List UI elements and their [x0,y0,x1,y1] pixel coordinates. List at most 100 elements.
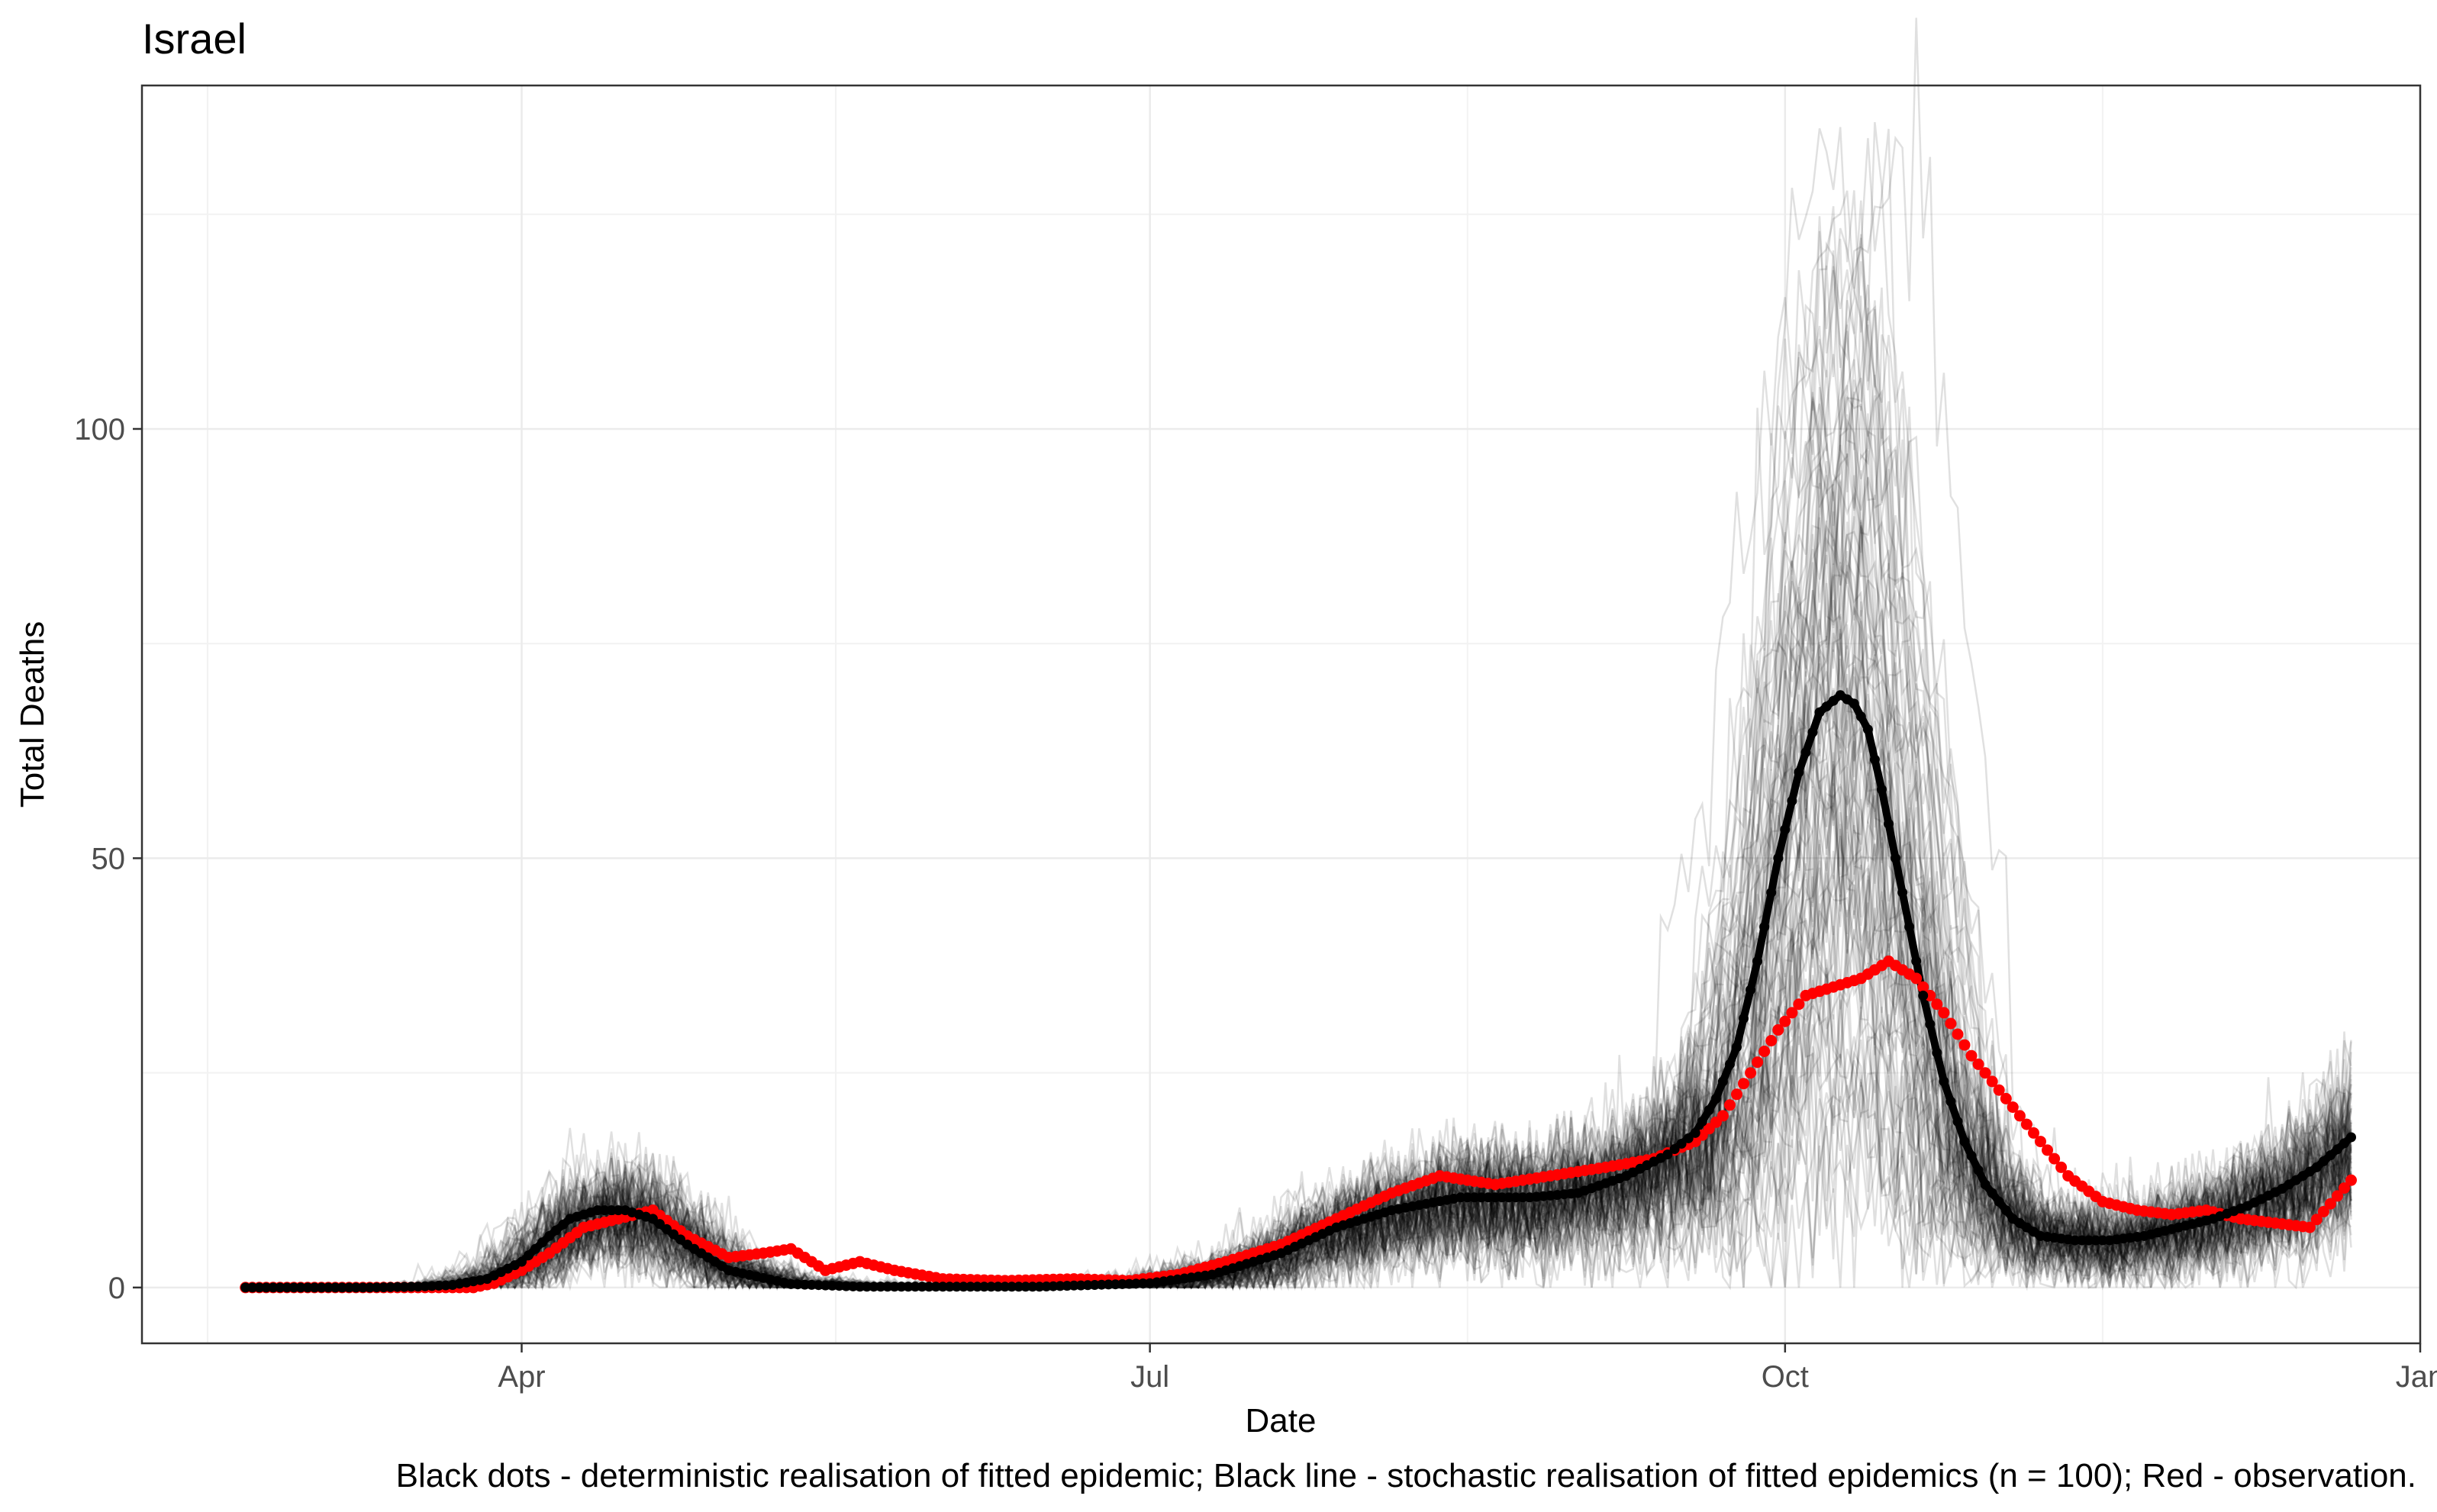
deterministic-point [1662,1149,1673,1159]
deterministic-point [268,1282,279,1293]
deterministic-point [1862,724,1873,735]
deterministic-point [592,1205,603,1216]
deterministic-point [1759,921,1770,932]
deterministic-point [896,1281,907,1292]
deterministic-point [1007,1281,1017,1292]
deterministic-point [240,1282,251,1293]
deterministic-point [1034,1281,1045,1292]
observation-point [2339,1182,2350,1194]
deterministic-point [1891,853,1900,863]
stochastic-run-line [245,190,2352,1291]
deterministic-point [302,1282,313,1293]
stochastic-run-line [245,891,2352,1289]
observation-point [1793,998,1805,1011]
observation-point [1717,1110,1729,1122]
deterministic-point [1504,1192,1514,1203]
deterministic-point [2000,1205,2011,1216]
deterministic-point [1897,887,1908,898]
deterministic-point [1690,1127,1700,1138]
deterministic-point [654,1219,665,1230]
deterministic-point [2332,1144,2342,1155]
deterministic-point [517,1256,527,1267]
observation-point [1772,1024,1784,1036]
observation-point [2303,1221,2316,1233]
observation-point [2042,1144,2053,1156]
deterministic-point [1000,1281,1011,1292]
deterministic-point [1517,1192,1528,1203]
deterministic-point [965,1281,975,1292]
deterministic-point [1925,1019,1936,1030]
deterministic-point [2318,1156,2329,1166]
x-axis: Apr Jul Oct Jan [498,1343,2437,1394]
deterministic-point [841,1281,852,1291]
deterministic-point [986,1281,997,1292]
series-layer [240,690,2357,1294]
chart-title: Israel [142,15,247,63]
stochastic-run-line [245,369,2352,1290]
deterministic-point [1717,1076,1728,1087]
observation-point [2007,1101,2019,1114]
stochastic-run-line [245,526,2352,1291]
deterministic-point [1497,1192,1507,1203]
stochastic-run-line [245,633,2352,1291]
observation-point [1924,989,1936,1001]
deterministic-point [1014,1281,1024,1292]
deterministic-point [1780,824,1791,835]
deterministic-point [2097,1235,2108,1246]
deterministic-point [855,1281,866,1292]
deterministic-point [1027,1281,1038,1292]
deterministic-point [1994,1196,2004,1207]
deterministic-point [1455,1192,1466,1203]
deterministic-point [1476,1192,1487,1203]
stochastic-run-line [245,990,2352,1291]
deterministic-point [1966,1150,1977,1161]
observation-point [1752,1056,1764,1069]
deterministic-point [1918,990,1929,1001]
deterministic-point [316,1282,327,1293]
deterministic-point [647,1214,658,1224]
observation-point [2020,1118,2032,1130]
observation-point [1938,1007,1950,1019]
deterministic-point [792,1279,803,1290]
deterministic-point [882,1281,893,1292]
deterministic-point [889,1281,900,1292]
deterministic-point [1739,1013,1749,1024]
observation-point [1786,1007,1798,1019]
deterministic-point [1683,1133,1694,1143]
stochastic-run-line [245,587,2352,1291]
deterministic-point [1096,1279,1107,1290]
deterministic-point [1911,956,1922,966]
chart-caption: Black dots - deterministic realisation o… [396,1457,2416,1494]
plot-border [140,84,2422,1345]
deterministic-point [1849,698,1859,709]
x-tick-label: Oct [1762,1360,1809,1394]
x-tick-label: Jan [2396,1360,2437,1394]
observation-point [1958,1039,1971,1051]
deterministic-point [1814,707,1825,717]
deterministic-point [544,1230,555,1241]
observation-point [2332,1190,2343,1202]
deterministic-point [1959,1136,1970,1147]
observation-point [1765,1035,1778,1046]
deterministic-point [1462,1192,1473,1203]
observation-point [1738,1078,1749,1090]
deterministic-point [1773,853,1784,863]
observation-point [1917,981,1929,993]
deterministic-point [1704,1104,1714,1115]
deterministic-point [337,1282,347,1293]
deterministic-point [1752,956,1763,966]
observation-point [1972,1058,1984,1070]
observation-point [1745,1067,1757,1079]
stochastic-run-line [245,734,2352,1290]
stochastic-run-line [245,973,2352,1291]
deterministic-point [1020,1281,1031,1292]
deterministic-point [530,1243,541,1254]
deterministic-point [1821,701,1832,712]
deterministic-point [875,1281,886,1292]
deterministic-point [524,1250,533,1261]
observation-point [1779,1015,1791,1027]
deterministic-point [275,1282,285,1293]
observation-point [1952,1028,1964,1040]
stochastic-run-line [245,297,2352,1291]
